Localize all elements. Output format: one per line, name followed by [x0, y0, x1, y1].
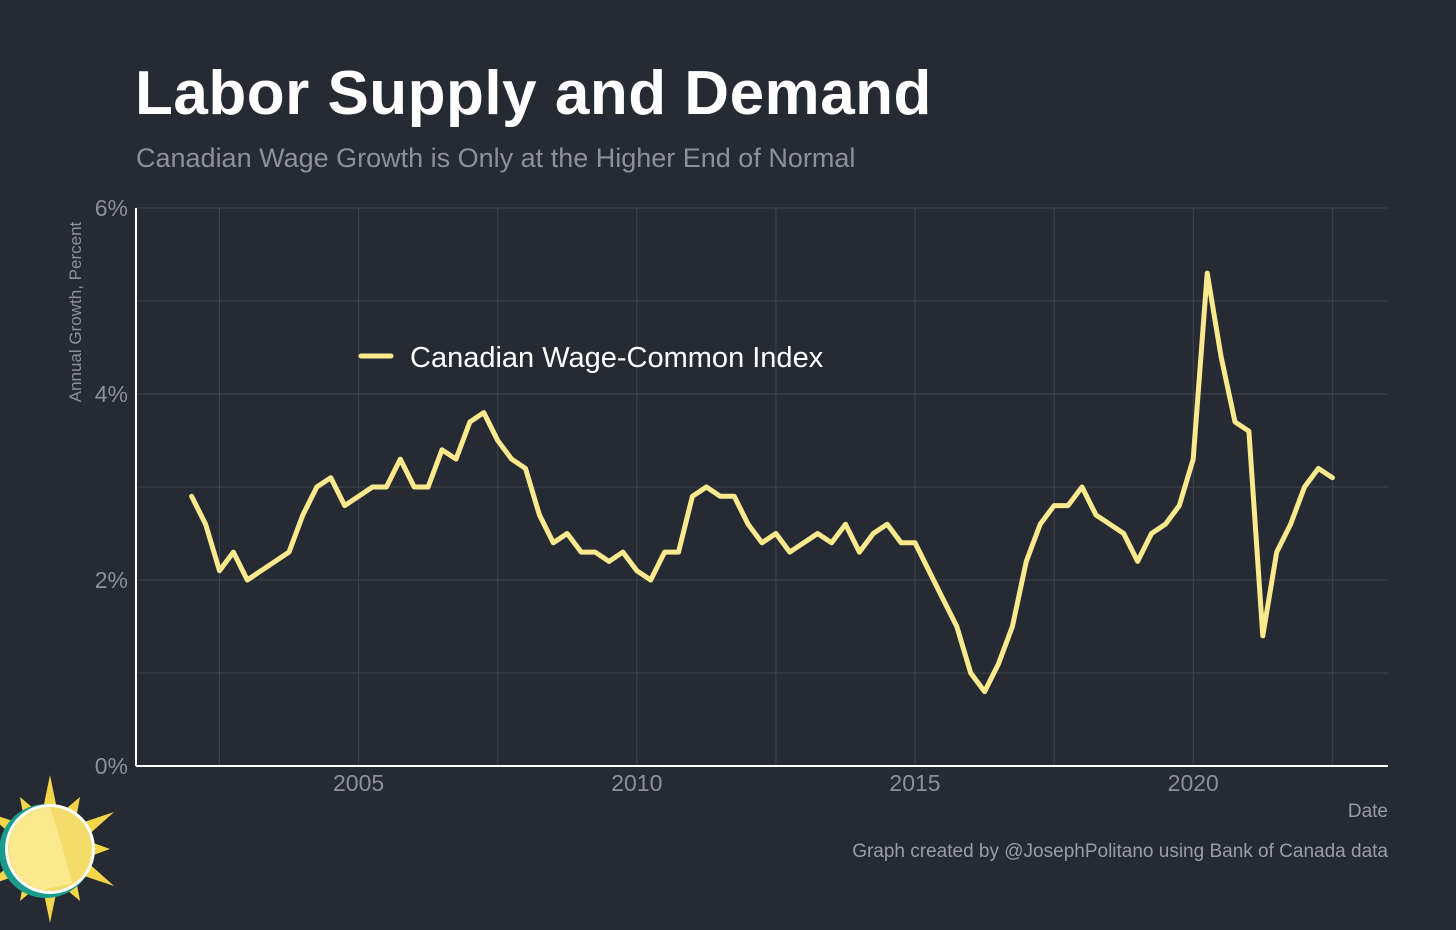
legend: Canadian Wage-Common Index [358, 342, 824, 374]
series-line [189, 270, 1335, 695]
series-group [189, 270, 1335, 695]
legend-label: Canadian Wage-Common Index [410, 342, 824, 374]
chart-title: Labor Supply and Demand [135, 59, 932, 128]
y-tick-label: 6% [95, 195, 128, 221]
chart-subtitle: Canadian Wage Growth is Only at the High… [136, 143, 856, 173]
x-axis-label: Date [1348, 801, 1388, 822]
tick-labels: 0% 2% 4% 6% 2005 2010 2015 2020 [95, 195, 1219, 796]
source-credit: Graph created by @JosephPolitano using B… [852, 841, 1388, 862]
y-tick-label: 2% [95, 567, 128, 593]
sun-ray [82, 812, 115, 835]
y-tick-label: 0% [95, 753, 128, 779]
x-tick-label: 2015 [889, 770, 940, 796]
sun-ray [82, 863, 115, 886]
x-tick-label: 2020 [1168, 770, 1219, 796]
sun-highlight [9, 807, 73, 890]
y-tick-label: 4% [95, 381, 128, 407]
gridlines [136, 207, 1388, 766]
x-tick-label: 2010 [611, 770, 662, 796]
sun-logo-icon [0, 775, 115, 923]
axes [135, 208, 1388, 767]
sun-ray [43, 890, 57, 923]
x-tick-label: 2005 [333, 770, 384, 796]
y-axis-label: Annual Growth, Percent [66, 221, 85, 402]
sun-ray [43, 775, 57, 808]
sun-ray [91, 842, 110, 856]
